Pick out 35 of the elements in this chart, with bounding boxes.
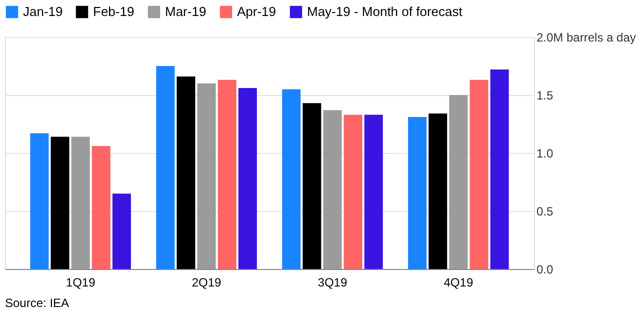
bar: [408, 117, 427, 269]
bar: [197, 83, 216, 269]
bar: [112, 194, 131, 269]
y-tick-label: 1.5: [536, 88, 554, 102]
bar: [302, 103, 322, 269]
x-tick-label: 2Q19: [192, 276, 222, 290]
bar: [470, 80, 488, 269]
legend-label: Apr-19: [237, 4, 276, 19]
x-tick-label: 3Q19: [318, 276, 348, 290]
legend-label: Jan-19: [23, 4, 63, 19]
bar: [238, 88, 257, 269]
bar: [71, 136, 90, 269]
y-tick-label: 0.5: [536, 204, 554, 218]
y-tick-label: 0.0: [536, 262, 554, 276]
x-tick-label: 1Q19: [66, 276, 96, 290]
bar: [218, 80, 236, 269]
legend-label: Feb-19: [93, 4, 134, 19]
bar: [156, 66, 175, 269]
bar: [449, 95, 468, 269]
bar: [176, 76, 196, 269]
bar: [282, 89, 301, 269]
legend-label: May-19 - Month of forecast: [307, 4, 463, 19]
bar: [344, 114, 362, 269]
bar: [364, 114, 383, 269]
bar: [30, 133, 49, 269]
bar: [428, 114, 448, 269]
bar: [92, 146, 110, 269]
source-note: Source: IEA: [5, 296, 70, 310]
x-tick-label: 4Q19: [444, 276, 474, 290]
bar: [490, 69, 509, 269]
bar: [50, 136, 70, 269]
bar: [323, 110, 342, 269]
legend-label: Mar-19: [165, 4, 206, 19]
y-tick-label: 1.0: [536, 146, 554, 160]
y-tick-label: 2.0M barrels a day: [536, 30, 636, 44]
